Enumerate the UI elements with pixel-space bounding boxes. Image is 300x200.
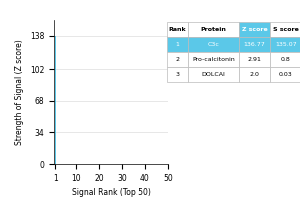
X-axis label: Signal Rank (Top 50): Signal Rank (Top 50)	[72, 188, 150, 197]
Y-axis label: Strength of Signal (Z score): Strength of Signal (Z score)	[15, 39, 24, 145]
Bar	[55, 36, 56, 164]
